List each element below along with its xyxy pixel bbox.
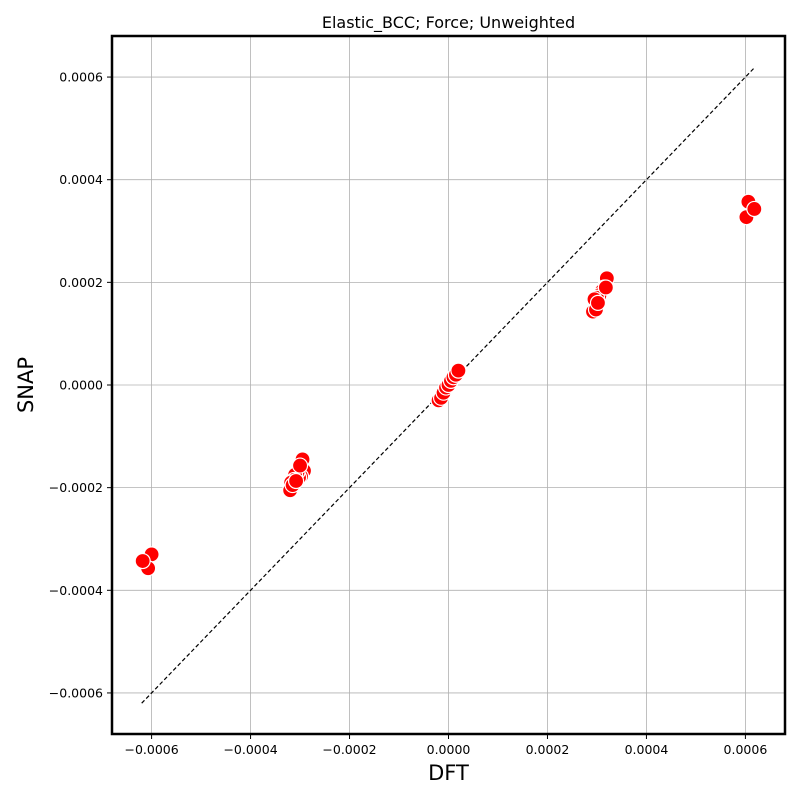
data-points <box>134 193 763 577</box>
y-tick-label: −0.0006 <box>49 685 103 700</box>
y-tick-label: 0.0006 <box>59 70 103 85</box>
x-tick-label: 0.0006 <box>724 742 768 757</box>
data-point <box>597 279 614 296</box>
x-tick-label: 0.0002 <box>526 742 570 757</box>
y-axis-ticks: −0.0006 −0.0004 −0.0002 0.0000 0.0002 0.0004 0… <box>49 70 112 700</box>
data-point <box>450 362 467 379</box>
x-tick-label: −0.0006 <box>124 742 178 757</box>
y-tick-label: −0.0004 <box>49 583 103 598</box>
data-point <box>287 472 305 490</box>
x-tick-label: −0.0002 <box>322 742 376 757</box>
y-tick-label: 0.0002 <box>59 275 103 290</box>
x-axis-ticks: −0.0006 −0.0004 −0.0002 0.0000 0.0002 0.0004 0… <box>124 734 767 757</box>
x-tick-label: 0.0000 <box>427 742 471 757</box>
y-tick-label: −0.0002 <box>49 480 103 495</box>
data-point <box>589 294 607 311</box>
data-point <box>291 457 309 474</box>
x-tick-label: −0.0004 <box>223 742 277 757</box>
y-tick-label: 0.0004 <box>59 172 103 187</box>
data-point <box>134 552 151 570</box>
data-point <box>746 200 763 218</box>
y-axis-label: SNAP <box>14 357 38 413</box>
y-tick-label: 0.0000 <box>59 378 103 393</box>
grid-lines <box>112 36 785 734</box>
chart-title: Elastic_BCC; Force; Unweighted <box>322 13 575 33</box>
x-tick-label: 0.0004 <box>625 742 669 757</box>
x-axis-label: DFT <box>428 761 469 785</box>
